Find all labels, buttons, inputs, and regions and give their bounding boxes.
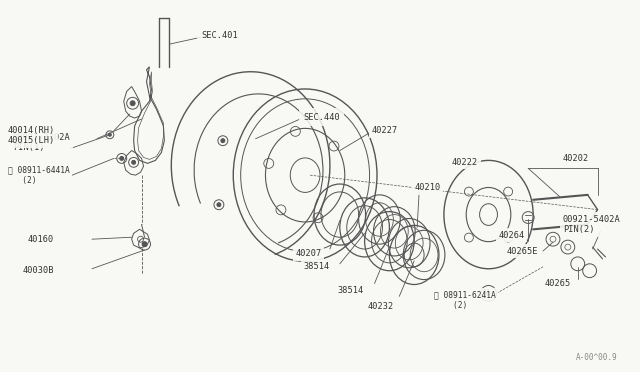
Circle shape [120,157,124,160]
Circle shape [221,139,225,142]
Text: 38514: 38514 [303,262,330,271]
Circle shape [132,160,136,164]
Text: A-00^00.9: A-00^00.9 [576,353,618,362]
Circle shape [217,203,221,207]
Text: SEC.440: SEC.440 [303,113,340,122]
Text: 40222: 40222 [452,158,478,167]
Text: 38514: 38514 [338,286,364,295]
Text: SEC.401: SEC.401 [201,31,238,40]
Text: 40264: 40264 [499,231,525,240]
Text: Ⓝ 08911-6241A
    (2): Ⓝ 08911-6241A (2) [434,291,496,310]
Text: 40030B: 40030B [22,266,54,275]
Text: 40160: 40160 [28,235,54,244]
Text: 40265: 40265 [545,279,572,288]
Text: 40014(RH)
40015(LH): 40014(RH) 40015(LH) [8,126,55,145]
Text: 08921-3202A
PIN(1): 08921-3202A PIN(1) [13,133,70,153]
Circle shape [130,101,135,106]
Text: 00921-5402A
PIN(2): 00921-5402A PIN(2) [563,215,621,234]
Text: 40232: 40232 [367,302,394,311]
Text: 40207: 40207 [295,250,321,259]
Circle shape [108,133,111,136]
Text: N: N [483,289,489,298]
Text: 40202: 40202 [563,154,589,163]
Text: Ⓝ 08911-6441A
   (2): Ⓝ 08911-6441A (2) [8,166,70,185]
Text: 40227: 40227 [372,126,398,135]
Text: 40210: 40210 [414,183,440,192]
Text: 40265E: 40265E [506,247,538,256]
Circle shape [142,242,147,247]
